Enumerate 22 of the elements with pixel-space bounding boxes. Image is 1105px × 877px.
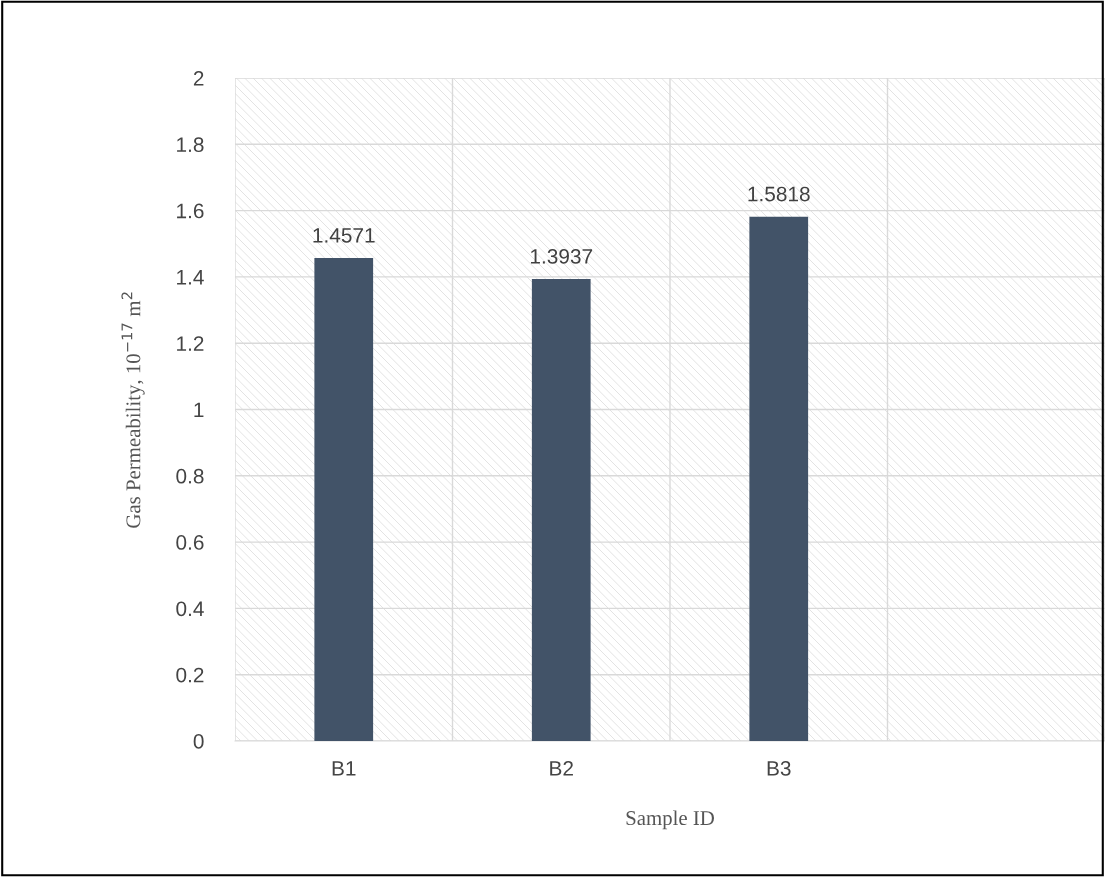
y-tick-label: 1.4: [177, 270, 204, 285]
x-tick-label: B2: [550, 760, 573, 776]
y-tick-label: 1.2: [177, 336, 204, 351]
x-tick-label: B1: [332, 761, 356, 776]
bar: [531, 278, 591, 741]
data-label: 1.5818: [748, 186, 810, 202]
x-tick-label: B3: [767, 760, 791, 776]
data-label: 1.4571: [313, 228, 375, 243]
x-axis-title: Sample ID: [626, 810, 715, 830]
y-tick-label: 0.8: [176, 468, 204, 484]
y-tick-label: 0.6: [176, 535, 204, 550]
y-tick-label: 0.2: [176, 667, 204, 683]
y-tick-label: 0.4: [176, 601, 204, 617]
y-tick-label: 2: [193, 71, 204, 86]
y-tick-label: 1.8: [177, 137, 204, 153]
y-axis-title: Gas Permeability, 10$^{−17}$ m$^{2}$: [121, 292, 145, 528]
data-label: 1.3937: [530, 249, 593, 264]
y-tick-label: 1: [194, 402, 204, 418]
bar: [314, 257, 374, 741]
y-tick-label: 0: [193, 734, 204, 749]
bar: [749, 216, 809, 741]
y-tick-label: 1.6: [177, 203, 204, 219]
